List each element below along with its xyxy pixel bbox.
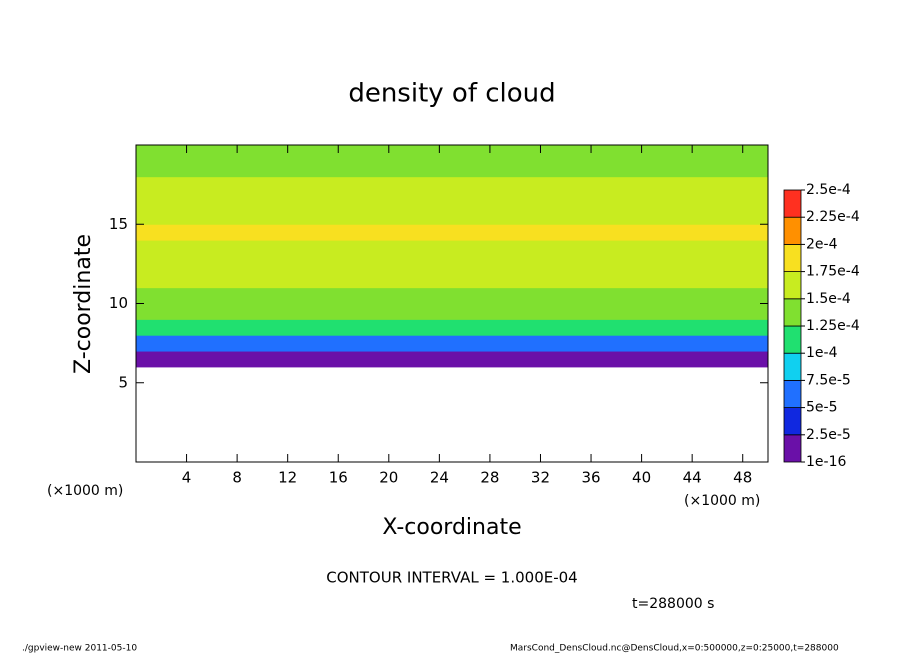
cell [136, 176, 768, 194]
cell [136, 303, 768, 320]
x-tick-label: 32 [531, 469, 550, 487]
colorbar-box [783, 189, 802, 218]
footer-left: ./gpview-new 2011-05-10 [22, 644, 137, 654]
colorbar-label: 7.5e-5 [806, 372, 851, 388]
x-tick-label: 44 [683, 469, 702, 487]
colorbar-label: 2.5e-5 [806, 427, 851, 443]
x-tick-label: 24 [430, 469, 449, 487]
cell [136, 335, 768, 352]
cell [136, 240, 768, 257]
colorbar-box [783, 352, 802, 381]
colorbar-label: 1e-16 [806, 454, 846, 470]
cell [136, 319, 768, 336]
cell [136, 160, 768, 178]
x-axis-label: X-coordinate [382, 515, 521, 540]
colorbar: 1e-16 2.5e-5 5e-5 7.5e-5 1e-4 1.25e-4 1.5e-4 1.… [783, 182, 860, 470]
time-label: t=288000 s [632, 596, 714, 612]
colorbar-label: 1.5e-4 [806, 291, 851, 307]
colorbar-box [783, 243, 802, 272]
x-tick-label: 16 [329, 469, 348, 487]
annotation: CONTOUR INTERVAL = 1.000E-04 [326, 569, 577, 587]
y-tick-label: 5 [118, 373, 128, 391]
chart-title: density of cloud [348, 79, 555, 109]
cell [136, 224, 768, 241]
x-tick-label: 28 [480, 469, 499, 487]
cell [136, 145, 768, 162]
colorbar-label: 1.75e-4 [806, 264, 860, 280]
cell [136, 192, 768, 209]
x-unit: (×1000 m) [684, 493, 760, 509]
footer-right: MarsCond_DensCloud.nc@DensCloud,x=0:5000… [510, 644, 839, 654]
x-tick-label: 8 [232, 469, 242, 487]
colorbar-box [783, 434, 802, 463]
x-tick-label: 36 [581, 469, 600, 487]
y-tick-label: 10 [109, 294, 128, 312]
cell [136, 255, 768, 273]
cell [136, 287, 768, 304]
field [136, 145, 768, 368]
colorbar-label: 1.25e-4 [806, 318, 860, 334]
colorbar-box [783, 325, 802, 354]
cell [136, 208, 768, 225]
colorbar-box [783, 298, 802, 327]
colorbar-label: 2e-4 [806, 236, 838, 252]
colorbar-box [783, 271, 802, 300]
x-tick-label: 48 [733, 469, 752, 487]
x-tick-label: 4 [182, 469, 192, 487]
colorbar-label: 2.25e-4 [806, 209, 860, 225]
x-tick-label: 12 [278, 469, 297, 487]
y-axis-label: Z-coordinate [71, 234, 96, 374]
cell [136, 351, 768, 368]
x-tick-label: 20 [379, 469, 398, 487]
colorbar-label: 5e-5 [806, 400, 837, 416]
x-unit: (×1000 m) [47, 483, 123, 499]
colorbar-box [783, 216, 802, 245]
colorbar-label: 2.5e-4 [806, 182, 851, 198]
colorbar-label: 1e-4 [806, 345, 838, 361]
cell [136, 271, 768, 289]
colorbar-box [783, 407, 802, 436]
x-tick-label: 40 [632, 469, 651, 487]
y-tick-label: 15 [109, 215, 128, 233]
colorbar-box [783, 379, 802, 408]
